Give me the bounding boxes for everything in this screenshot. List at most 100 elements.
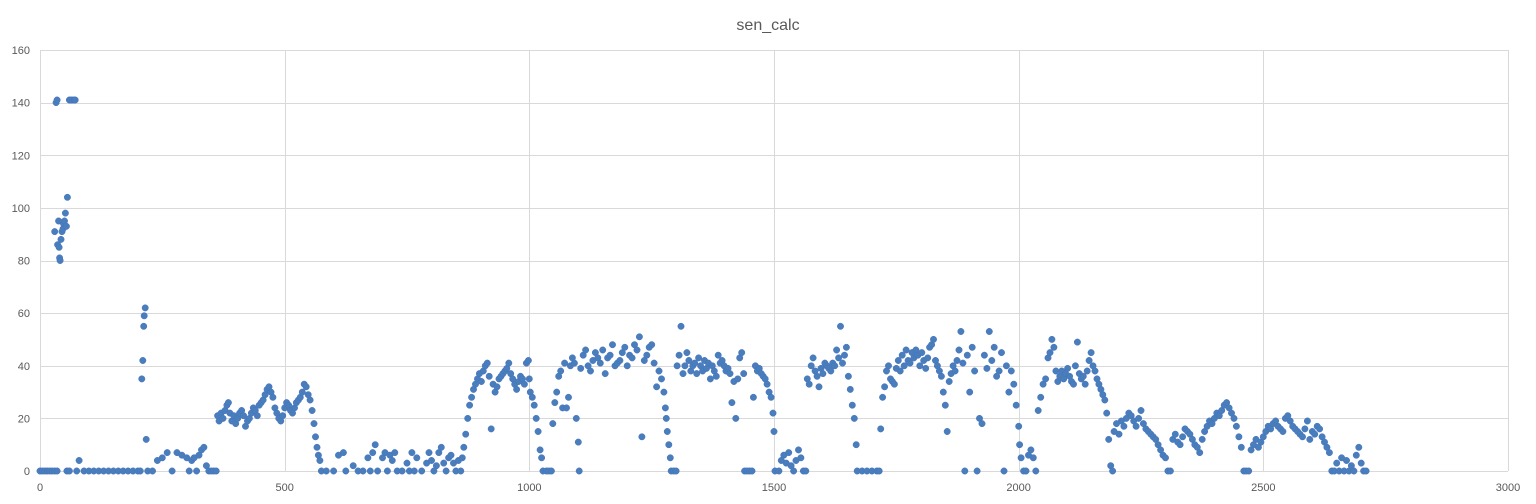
scatter-point [163, 449, 171, 457]
scatter-point [413, 454, 421, 462]
scatter-point [900, 362, 908, 370]
scatter-point [785, 449, 793, 457]
scatter-point [1120, 422, 1128, 430]
scatter-point [460, 443, 468, 451]
scatter-point [953, 357, 961, 364]
scatter-point [990, 343, 998, 351]
scatter-point [408, 449, 416, 457]
scatter-point [675, 351, 683, 359]
scatter-point [298, 388, 306, 396]
scatter-point [740, 370, 748, 378]
scatter-point [712, 372, 720, 380]
scatter-point [224, 399, 232, 407]
scatter-point [968, 343, 976, 351]
scatter-point [1079, 372, 1087, 380]
y-tick-label: 100 [12, 203, 30, 215]
scatter-point [628, 354, 636, 362]
scatter-point [643, 351, 651, 359]
scatter-point [885, 362, 892, 370]
scatter-point [364, 454, 372, 462]
scatter-point [1005, 388, 1013, 396]
scatter-point [575, 467, 583, 475]
scatter-point [1029, 454, 1037, 462]
scatter-point [896, 367, 904, 375]
scatter-point [398, 467, 406, 475]
scatter-point [660, 388, 668, 396]
data-points [36, 96, 1370, 475]
scatter-point [728, 399, 736, 407]
scatter-point [638, 433, 646, 441]
scatter-point [330, 467, 338, 475]
scatter-point [1064, 364, 1072, 372]
scatter-point [599, 346, 607, 354]
scatter-point [185, 467, 193, 475]
scatter-point [1034, 407, 1042, 414]
scatter-point [57, 235, 65, 243]
scatter-point [732, 414, 740, 422]
scatter-point [966, 388, 974, 396]
scatter-point [212, 467, 220, 475]
scatter-point [706, 375, 714, 383]
scatter-point [1301, 425, 1309, 433]
scatter-point [574, 438, 582, 446]
scatter-point [1235, 433, 1243, 441]
scatter-point [978, 420, 986, 428]
scatter-point [1002, 362, 1010, 370]
scatter-point [653, 383, 661, 391]
scatter-point [62, 222, 70, 230]
scatter-point [468, 393, 476, 401]
scatter-point [53, 96, 61, 104]
scatter-point [1245, 467, 1253, 475]
scatter-point [802, 467, 810, 475]
scatter-point [918, 349, 926, 357]
scatter-point [63, 193, 71, 201]
x-tick-label: 0 [37, 482, 43, 494]
scatter-point [1355, 443, 1363, 451]
scatter-point [1299, 433, 1306, 441]
scatter-point [193, 467, 201, 475]
scatter-point [1176, 441, 1184, 449]
scatter-point [530, 401, 538, 409]
scatter-point [577, 364, 585, 372]
scatter-point [73, 467, 81, 475]
scatter-point [621, 343, 629, 351]
scatter-point [879, 393, 887, 401]
scatter-point [1042, 375, 1050, 383]
scatter-point [240, 412, 248, 420]
scatter-point [890, 380, 898, 388]
scatter-point [432, 462, 440, 470]
scatter-point [369, 449, 377, 457]
scatter-point [1137, 407, 1145, 414]
scatter-point [440, 459, 448, 467]
scatter-point [633, 346, 641, 354]
scatter-point [1325, 449, 1333, 457]
scatter-point [819, 370, 827, 378]
scatter-point [168, 467, 176, 475]
y-tick-label: 80 [18, 256, 30, 268]
scatter-point [391, 449, 399, 457]
scatter-point [685, 357, 693, 364]
x-tick-label: 500 [275, 482, 293, 494]
scatter-point [1311, 430, 1319, 438]
scatter-point [549, 420, 557, 428]
scatter-point [1085, 357, 1093, 364]
scatter-point [790, 467, 798, 475]
scatter-point [477, 378, 485, 385]
scatter-point [557, 367, 565, 375]
scatter-point [279, 412, 287, 420]
scatter-point [749, 393, 757, 401]
scatter-point [1343, 457, 1350, 464]
scatter-point [805, 380, 813, 388]
scatter-point [767, 393, 775, 401]
scatter-point [835, 354, 843, 362]
scatter-point [1115, 430, 1123, 438]
scatter-point [831, 362, 839, 370]
scatter-point [596, 359, 604, 367]
scatter-point [1362, 467, 1370, 475]
scatter-point [963, 351, 971, 359]
scatter-point [1046, 349, 1054, 357]
scatter-point [1279, 428, 1287, 435]
scatter-point [775, 467, 783, 475]
scatter-point [763, 380, 771, 388]
scatter-point [1357, 459, 1365, 467]
